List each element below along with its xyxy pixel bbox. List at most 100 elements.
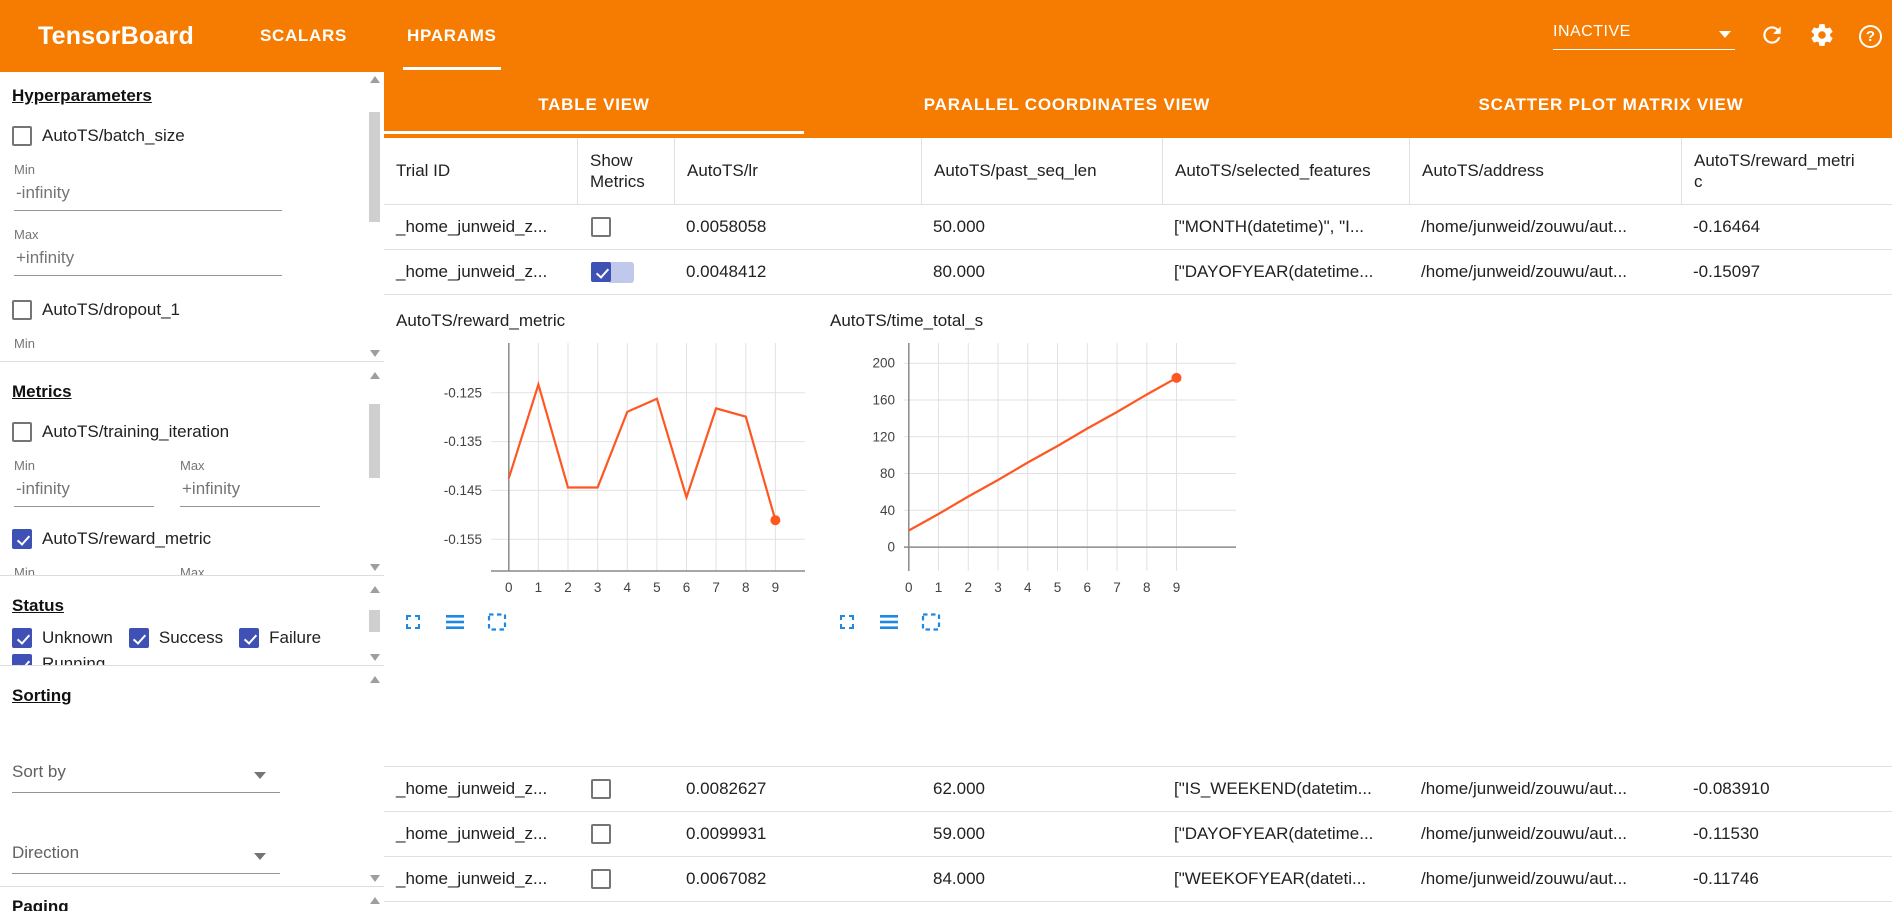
scroll-up-icon[interactable]: [370, 586, 380, 593]
column-header-show-metrics[interactable]: Show Metrics: [577, 138, 674, 204]
table-header-row: Trial ID Show Metrics AutoTS/lr AutoTS/p…: [384, 138, 1892, 205]
scrollbar-thumb[interactable]: [369, 404, 380, 478]
show-metrics-checkbox[interactable]: [591, 824, 611, 844]
data-table-icon[interactable]: [442, 609, 468, 635]
tab-parallel-coordinates-view[interactable]: PARALLEL COORDINATES VIEW: [923, 95, 1211, 114]
lr-cell: 0.0048412: [686, 262, 767, 281]
checkbox-icon[interactable]: [12, 529, 32, 549]
section-scrollbar[interactable]: [368, 674, 382, 884]
data-table-icon[interactable]: [876, 609, 902, 635]
reward-metric-line-chart[interactable]: 0 1 2 3 4 5 6 7 8 9 -0.125 -0.135 -0.145 -0.155: [394, 335, 824, 601]
table-row[interactable]: _home_junweid_z... 0.0099931 59.000 ["DA…: [384, 812, 1892, 857]
checkbox-icon[interactable]: [12, 654, 32, 665]
status-success-row[interactable]: Success: [128, 628, 224, 648]
section-scrollbar[interactable]: [368, 895, 382, 911]
checkbox-label: Success: [158, 628, 224, 647]
trial-id-cell: _home_junweid_z...: [396, 824, 548, 843]
min-input[interactable]: -infinity: [14, 477, 154, 507]
table-row[interactable]: _home_junweid_z... 0.0082627 62.000 ["IS…: [384, 767, 1892, 812]
checkbox-ripple: [608, 261, 634, 283]
show-metrics-checkbox[interactable]: [591, 217, 611, 237]
reward-metric-cell: -0.11746: [1693, 869, 1759, 888]
column-header-past-seq-len[interactable]: AutoTS/past_seq_len: [921, 138, 1162, 204]
table-row[interactable]: _home_junweid_z... 0.0058058 50.000 ["MO…: [384, 205, 1892, 250]
checkbox-icon[interactable]: [128, 628, 149, 648]
hparam-dropout-row[interactable]: AutoTS/dropout_1: [12, 300, 384, 320]
selection-box-icon[interactable]: [918, 609, 944, 635]
scrollbar-thumb[interactable]: [369, 112, 380, 222]
svg-text:9: 9: [1173, 580, 1181, 595]
scroll-up-icon[interactable]: [370, 76, 380, 83]
app-title: TensorBoard: [38, 21, 194, 50]
view-tabs: TABLE VIEW PARALLEL COORDINATES VIEW SCA…: [384, 72, 1892, 138]
scroll-up-icon[interactable]: [370, 372, 380, 379]
sort-by-value: Sort by: [12, 762, 66, 781]
scroll-down-icon[interactable]: [370, 564, 380, 571]
sort-by-select[interactable]: Sort by: [12, 762, 280, 793]
min-input[interactable]: -infinity: [14, 181, 282, 211]
hyperparameters-panel: Hyperparameters AutoTS/batch_size Min -i…: [0, 72, 384, 362]
min-input[interactable]: [14, 355, 282, 361]
show-metrics-checkbox[interactable]: [591, 262, 611, 282]
metric-reward-metric-row[interactable]: AutoTS/reward_metric: [12, 529, 384, 549]
help-button[interactable]: ?: [1859, 24, 1882, 48]
time-total-line-chart[interactable]: 0 1 2 3 4 5 6 7 8 9 0 40 80 120 160 200: [828, 335, 1258, 601]
section-scrollbar[interactable]: [368, 370, 382, 573]
scroll-up-icon[interactable]: [370, 897, 380, 904]
max-label: Max: [14, 227, 39, 242]
tab-table-view[interactable]: TABLE VIEW: [384, 72, 804, 138]
svg-text:6: 6: [683, 580, 691, 595]
section-scrollbar[interactable]: [368, 584, 382, 663]
scrollbar-thumb[interactable]: [369, 610, 380, 632]
chart-toolbar: [834, 609, 1258, 635]
checkbox-label: AutoTS/dropout_1: [42, 300, 180, 319]
show-metrics-checkbox[interactable]: [591, 869, 611, 889]
fullscreen-icon[interactable]: [400, 609, 426, 635]
checkbox-icon[interactable]: [239, 628, 260, 648]
status-failure-row[interactable]: Failure: [239, 628, 321, 648]
checkbox-icon[interactable]: [12, 628, 32, 648]
scroll-up-icon[interactable]: [370, 676, 380, 683]
svg-text:0: 0: [505, 580, 513, 595]
tab-scatter-plot-matrix-view[interactable]: SCATTER PLOT MATRIX VIEW: [1478, 95, 1744, 114]
metric-training-iteration-row[interactable]: AutoTS/training_iteration: [12, 422, 384, 442]
checkbox-icon[interactable]: [12, 126, 32, 146]
lr-cell: 0.0067082: [686, 869, 767, 888]
table-row[interactable]: _home_junweid_z... 0.0048412 80.000 ["DA…: [384, 250, 1892, 295]
status-running-row[interactable]: Running: [12, 654, 105, 665]
svg-text:1: 1: [935, 580, 943, 595]
selection-box-icon[interactable]: [484, 609, 510, 635]
chart-time-total: AutoTS/time_total_s 0 1 2 3 4 5 6 7 8 9 0 40 80 120 16…: [828, 311, 1258, 635]
lr-cell: 0.0082627: [686, 779, 767, 798]
table-row[interactable]: _home_junweid_z... 0.0067082 84.000 ["WE…: [384, 857, 1892, 902]
selected-features-cell: ["DAYOFYEAR(datetime...: [1174, 262, 1374, 281]
checkbox-label: Unknown: [42, 628, 113, 647]
scroll-down-icon[interactable]: [370, 350, 380, 357]
hparam-batch-size-row[interactable]: AutoTS/batch_size: [12, 126, 384, 146]
direction-select[interactable]: Direction: [12, 843, 280, 874]
section-scrollbar[interactable]: [368, 74, 382, 359]
refresh-button[interactable]: [1759, 22, 1785, 51]
checkbox-icon[interactable]: [12, 422, 32, 442]
column-header-address[interactable]: AutoTS/address: [1409, 138, 1681, 204]
column-header-reward-metric[interactable]: AutoTS/reward_metric: [1681, 138, 1871, 204]
column-header-trial-id[interactable]: Trial ID: [396, 161, 451, 181]
column-header-lr[interactable]: AutoTS/lr: [674, 138, 921, 204]
settings-button[interactable]: [1809, 22, 1835, 51]
svg-text:3: 3: [594, 580, 602, 595]
status-unknown-row[interactable]: Unknown: [12, 628, 113, 648]
tab-scalars[interactable]: SCALARS: [259, 26, 348, 45]
gear-icon: [1809, 22, 1835, 51]
fullscreen-icon[interactable]: [834, 609, 860, 635]
selected-features-cell: ["MONTH(datetime)", "I...: [1174, 217, 1365, 236]
run-status-dropdown[interactable]: INACTIVE: [1553, 23, 1735, 50]
reward-metric-cell: -0.11530: [1693, 824, 1759, 843]
column-header-selected-features[interactable]: AutoTS/selected_features: [1162, 138, 1409, 204]
max-input[interactable]: +infinity: [180, 477, 320, 507]
checkbox-icon[interactable]: [12, 300, 32, 320]
show-metrics-checkbox[interactable]: [591, 779, 611, 799]
tab-hparams[interactable]: HPARAMS: [377, 0, 527, 72]
max-input[interactable]: +infinity: [14, 246, 282, 276]
scroll-down-icon[interactable]: [370, 875, 380, 882]
scroll-down-icon[interactable]: [370, 654, 380, 661]
